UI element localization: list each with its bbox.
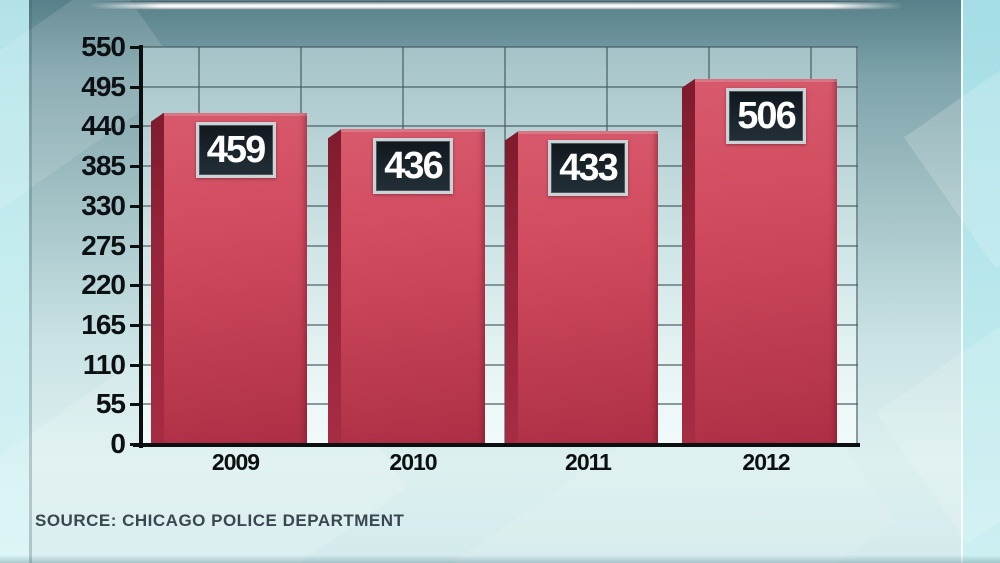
gridline-y-440	[142, 125, 858, 128]
y-tick-55	[130, 403, 140, 407]
source-text: SOURCE: CHICAGO POLICE DEPARTMENT	[35, 511, 405, 530]
x-axis-line	[133, 443, 860, 447]
left-panel-edge-line	[29, 0, 32, 563]
left-glass-panel	[0, 0, 29, 563]
y-axis-label-275: 275	[81, 229, 126, 261]
y-axis-line	[139, 45, 143, 448]
y-axis-label-550: 550	[81, 31, 126, 62]
y-axis-label-440: 440	[81, 110, 126, 142]
y-axis-label-385: 385	[81, 150, 126, 182]
y-tick-220	[130, 284, 140, 288]
gridline-y-495	[142, 85, 858, 88]
gridline-y-550	[142, 46, 858, 48]
bar-2012: 506	[682, 78, 837, 444]
gridline-y-165	[142, 323, 858, 326]
gridline-y-385	[142, 165, 858, 168]
y-axis-label-330: 330	[81, 189, 126, 221]
y-tick-550	[130, 46, 140, 49]
value-label-box-2011: 433	[548, 140, 628, 197]
y-tick-330	[130, 204, 140, 208]
bottom-shade	[0, 555, 1000, 563]
y-tick-110	[130, 363, 140, 367]
gridline-y-220	[142, 284, 858, 287]
x-axis-label-2011: 2011	[565, 449, 612, 475]
value-label-text: 459	[206, 128, 266, 171]
chrome-top-bar	[88, 1, 904, 10]
gridline-y-275	[142, 244, 858, 247]
y-tick-495	[130, 85, 140, 89]
y-axis-label-0: 0	[110, 428, 126, 459]
y-axis-label-495: 495	[81, 70, 126, 102]
y-tick-275	[130, 244, 140, 248]
x-axis-label-2009: 2009	[211, 449, 260, 475]
value-label-box-2010: 436	[373, 138, 453, 195]
bar-2009: 459	[151, 112, 307, 444]
y-axis-label-220: 220	[81, 269, 126, 301]
value-label-box-2009: 459	[195, 121, 276, 178]
y-axis-label-55: 55	[95, 388, 126, 420]
x-axis-label-2012: 2012	[742, 449, 790, 475]
x-axis-label-2010: 2010	[389, 449, 437, 475]
gridline-y-330	[142, 204, 858, 207]
y-tick-165	[130, 323, 140, 327]
y-tick-440	[130, 125, 140, 129]
y-tick-385	[130, 165, 140, 169]
bar-side-face	[328, 129, 341, 444]
bar-2010: 436	[328, 129, 485, 444]
y-axis-label-165: 165	[81, 308, 126, 340]
value-label-box-2012: 506	[726, 87, 806, 144]
gridline-y-55	[142, 403, 858, 406]
bar-side-face	[682, 78, 695, 444]
gridline-y-110	[142, 363, 858, 366]
bar-side-face	[151, 112, 164, 444]
value-label-text: 433	[559, 147, 618, 190]
value-label-text: 506	[737, 94, 796, 137]
plot-right-border	[856, 47, 858, 444]
bar-side-face	[505, 131, 518, 444]
bar-2011: 433	[505, 131, 658, 444]
right-glass-panel	[961, 0, 1000, 563]
value-label-text: 436	[384, 145, 443, 188]
y-axis-label-110: 110	[82, 348, 126, 380]
